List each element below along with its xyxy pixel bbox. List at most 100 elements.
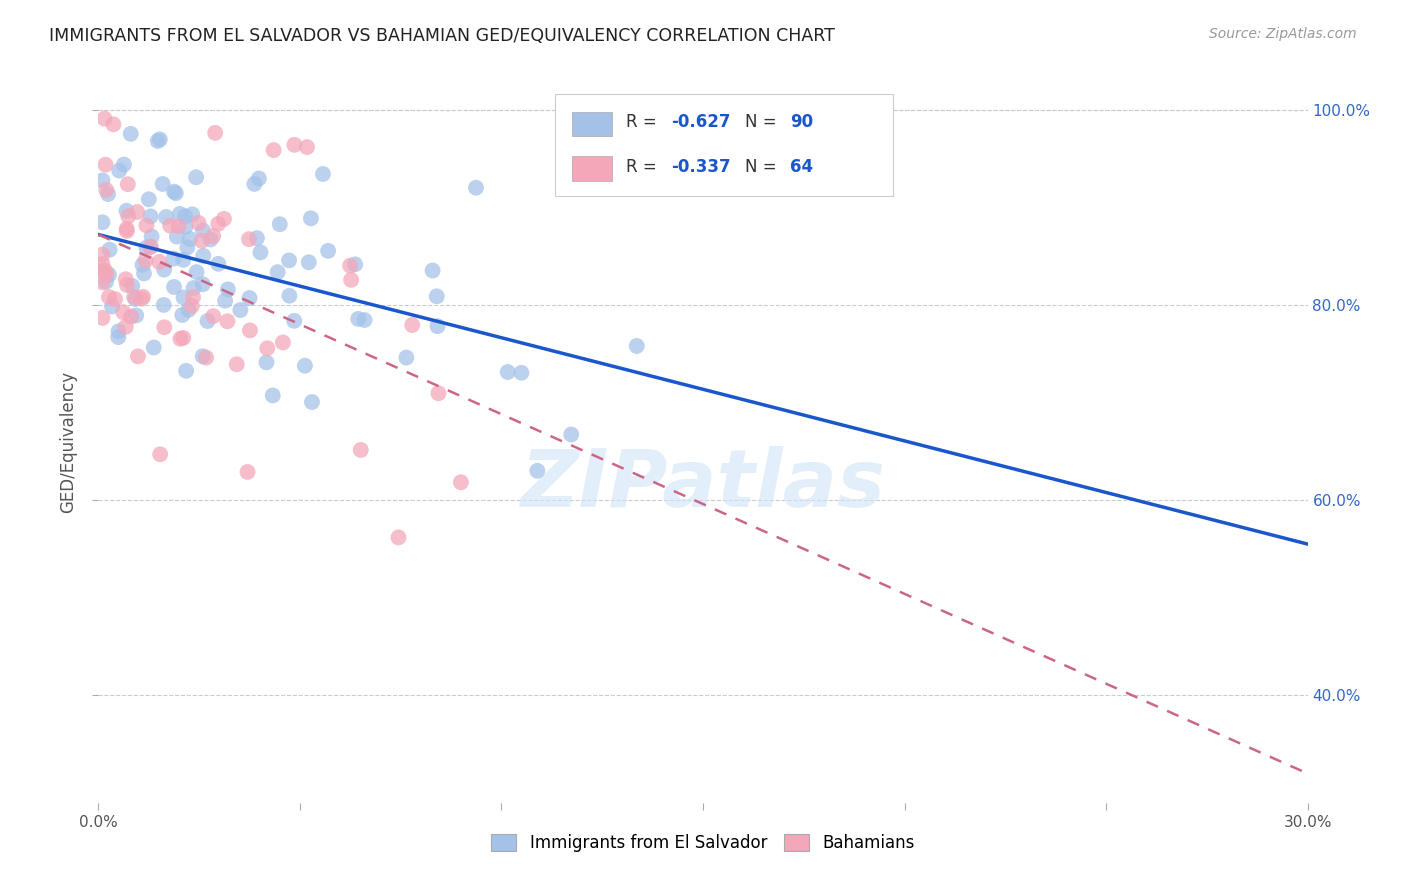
Point — [120, 127, 142, 141]
Point — [108, 163, 131, 178]
Point — [172, 252, 194, 267]
Point — [166, 229, 188, 244]
Point — [104, 292, 127, 306]
Point — [141, 229, 163, 244]
Point — [217, 282, 239, 296]
Point — [427, 386, 450, 401]
Point — [207, 257, 229, 271]
Text: ZIPatlas: ZIPatlas — [520, 446, 886, 524]
Point — [626, 339, 648, 353]
Point — [169, 207, 191, 221]
Point — [202, 309, 225, 323]
Text: R =: R = — [626, 113, 662, 131]
Point — [97, 187, 120, 202]
Text: -0.627: -0.627 — [671, 113, 730, 131]
Point — [152, 177, 174, 191]
Point — [139, 210, 162, 224]
Point — [91, 275, 114, 289]
Point — [112, 157, 135, 171]
Point — [191, 223, 214, 237]
Point — [135, 241, 157, 255]
Point — [114, 319, 136, 334]
Point — [93, 112, 115, 126]
Point — [183, 281, 205, 295]
Point — [96, 183, 118, 197]
Point — [510, 366, 533, 380]
Point — [344, 257, 367, 271]
Point — [103, 117, 125, 131]
Point — [91, 257, 114, 271]
Text: 90: 90 — [790, 113, 813, 131]
Point — [312, 167, 335, 181]
Point — [225, 357, 247, 371]
Text: N =: N = — [745, 158, 782, 176]
Text: Source: ZipAtlas.com: Source: ZipAtlas.com — [1209, 27, 1357, 41]
Point — [422, 263, 444, 277]
Point — [256, 341, 278, 355]
Point — [149, 447, 172, 461]
Point — [202, 229, 225, 244]
Point — [125, 309, 148, 323]
Point — [186, 170, 208, 185]
Point — [186, 265, 208, 279]
Point — [115, 224, 138, 238]
Point — [115, 203, 138, 218]
Point — [214, 293, 236, 308]
Point — [181, 207, 204, 221]
Point — [298, 255, 321, 269]
Point — [91, 310, 114, 325]
Y-axis label: GED/Equivalency: GED/Equivalency — [59, 370, 77, 513]
Point — [177, 302, 200, 317]
Point — [101, 300, 124, 314]
Point — [117, 178, 139, 192]
Point — [127, 205, 149, 219]
Point — [172, 331, 194, 345]
Point — [122, 290, 145, 304]
Text: -0.337: -0.337 — [671, 158, 730, 176]
Point — [239, 323, 262, 337]
Point — [131, 258, 153, 272]
Point — [146, 134, 169, 148]
Point — [138, 192, 160, 206]
Point — [173, 290, 195, 304]
Point — [91, 215, 114, 229]
Point — [496, 365, 519, 379]
Point — [134, 253, 156, 268]
Point — [181, 290, 204, 304]
Point — [340, 273, 363, 287]
Point — [142, 341, 165, 355]
Point — [299, 211, 322, 226]
Point — [207, 217, 229, 231]
Point — [180, 299, 202, 313]
Point — [120, 310, 142, 324]
Point — [238, 232, 260, 246]
Point — [98, 243, 121, 257]
Point — [339, 259, 361, 273]
Text: 64: 64 — [790, 158, 813, 176]
Point — [283, 314, 305, 328]
Point — [395, 351, 418, 365]
Point — [97, 290, 120, 304]
Point — [107, 324, 129, 338]
Point — [174, 219, 197, 234]
Point — [112, 305, 135, 319]
Point — [187, 216, 209, 230]
Point — [217, 314, 239, 328]
Point — [152, 298, 174, 312]
Point — [387, 530, 409, 544]
Point — [107, 330, 129, 344]
Point — [115, 278, 138, 293]
Point — [560, 427, 582, 442]
Point — [94, 263, 117, 277]
Point — [347, 312, 370, 326]
Point — [132, 290, 155, 304]
Point — [236, 465, 259, 479]
Point — [179, 232, 201, 246]
Point — [263, 143, 285, 157]
Point — [153, 320, 176, 334]
Point — [155, 210, 177, 224]
Point — [135, 219, 157, 233]
Point — [124, 292, 146, 306]
Point — [115, 222, 138, 236]
Point — [94, 275, 117, 289]
